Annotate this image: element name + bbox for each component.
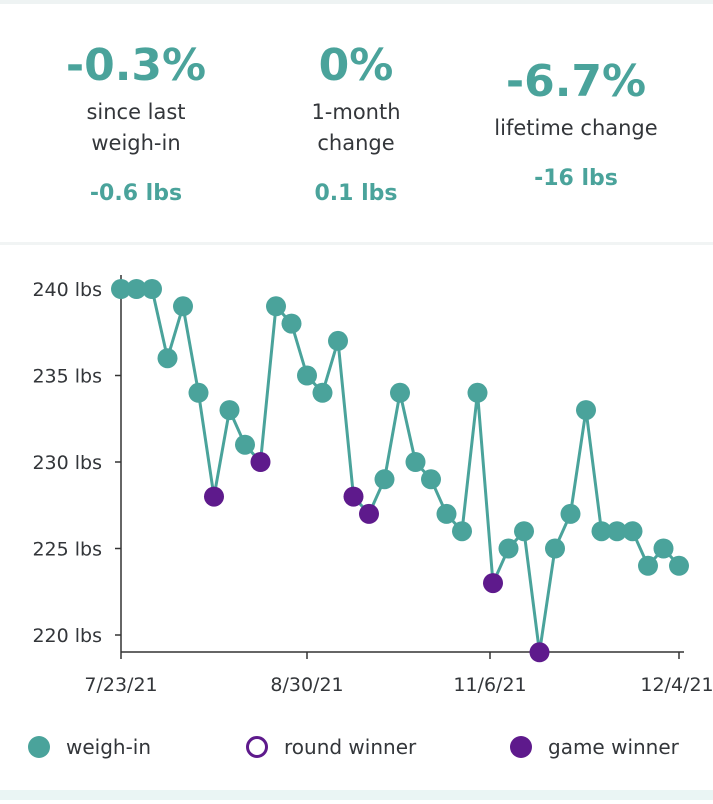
y-tick-label: 230 lbs	[32, 452, 102, 474]
stat-label-line: change	[317, 131, 395, 155]
game-winner-point	[359, 503, 379, 524]
game-winner-point	[343, 486, 364, 507]
weighin-point	[560, 503, 581, 524]
weighin-swatch-icon	[28, 736, 50, 758]
weighin-point	[452, 521, 472, 542]
legend-game-winner: game winner	[510, 730, 679, 764]
stat-since-last: -0.3% since last weigh-in -0.6 lbs	[36, 40, 236, 206]
x-tick-label: 12/4/21	[640, 674, 713, 696]
weighin-point	[297, 365, 317, 386]
stat-label-line: weigh-in	[91, 131, 181, 155]
stat-label: 1-month change	[256, 97, 456, 159]
game-winner-point	[204, 486, 224, 507]
weighin-point	[622, 521, 643, 542]
weighin-point	[669, 555, 689, 576]
weighin-point	[126, 279, 147, 299]
stat-lbs: 0.1 lbs	[314, 181, 398, 206]
legend-weighin: weigh-in	[28, 730, 151, 764]
weight-chart: 220 lbs 225 lbs 230 lbs 235 lbs 240 lbs 7/23/…	[0, 245, 713, 800]
weighin-point	[142, 279, 162, 299]
x-tick-label: 11/6/21	[453, 674, 526, 696]
weighin-point	[436, 503, 457, 524]
weighin-point	[312, 382, 333, 403]
y-tick-label: 220 lbs	[32, 625, 102, 647]
weighin-point	[545, 538, 565, 559]
weighin-point	[157, 348, 178, 369]
game-winner-point	[529, 642, 550, 663]
stat-value: -0.3%	[65, 40, 207, 91]
weighin-point	[405, 452, 426, 472]
weighin-point	[653, 538, 674, 559]
stats-panel: -0.3% since last weigh-in -0.6 lbs 0% 1-…	[0, 4, 713, 242]
weighin-series-line	[121, 287, 681, 654]
weighin-point	[638, 555, 658, 576]
stat-lbs: -16 lbs	[534, 166, 618, 191]
weighin-point	[281, 313, 302, 334]
x-tick-label: 7/23/21	[84, 674, 157, 696]
weighin-point	[111, 279, 131, 299]
weighin-point	[374, 469, 395, 490]
weighin-point	[607, 521, 627, 542]
legend-label: game winner	[548, 735, 679, 759]
round-winner-swatch-icon	[246, 736, 268, 758]
top-strip	[0, 0, 713, 4]
stat-label: lifetime change	[466, 113, 686, 144]
weighin-point	[467, 382, 488, 403]
stat-label: since last weigh-in	[36, 97, 236, 159]
game-winner-point	[250, 452, 271, 472]
weighin-point	[219, 400, 240, 421]
bottom-strip	[0, 790, 713, 800]
x-tick-label: 8/30/21	[270, 674, 343, 696]
weighin-point	[390, 382, 410, 403]
weight-chart-svg: 220 lbs 225 lbs 230 lbs 235 lbs 240 lbs 7/23/…	[32, 275, 713, 696]
stat-label-line: 1-month	[311, 100, 401, 124]
stat-label-line: since last	[86, 100, 186, 124]
weighin-point	[328, 330, 348, 351]
weighin-point	[514, 521, 534, 542]
weighin-point	[173, 296, 193, 317]
weighin-point	[421, 469, 441, 490]
legend-label: weigh-in	[66, 735, 152, 759]
game-winner-point	[483, 573, 503, 594]
divider	[0, 242, 713, 245]
weighin-point	[576, 400, 596, 421]
y-tick-label: 225 lbs	[32, 539, 102, 561]
weighin-point	[498, 538, 519, 559]
legend-round-winner: round winner	[246, 730, 416, 764]
stat-one-month: 0% 1-month change 0.1 lbs	[256, 40, 456, 206]
legend-label: round winner	[284, 735, 417, 759]
y-tick-label: 235 lbs	[32, 366, 102, 388]
weighin-point	[266, 296, 286, 317]
y-tick-label: 240 lbs	[32, 279, 102, 301]
weighin-point	[591, 521, 612, 542]
game-winner-swatch-icon	[510, 736, 532, 758]
stat-lifetime: -6.7% lifetime change -16 lbs	[466, 56, 686, 191]
weighin-point	[235, 434, 255, 455]
weighin-point	[188, 382, 209, 403]
stat-lbs: -0.6 lbs	[89, 181, 183, 206]
stat-label-line: lifetime change	[494, 116, 658, 140]
stat-value: 0%	[318, 40, 394, 91]
stat-value: -6.7%	[505, 56, 647, 107]
